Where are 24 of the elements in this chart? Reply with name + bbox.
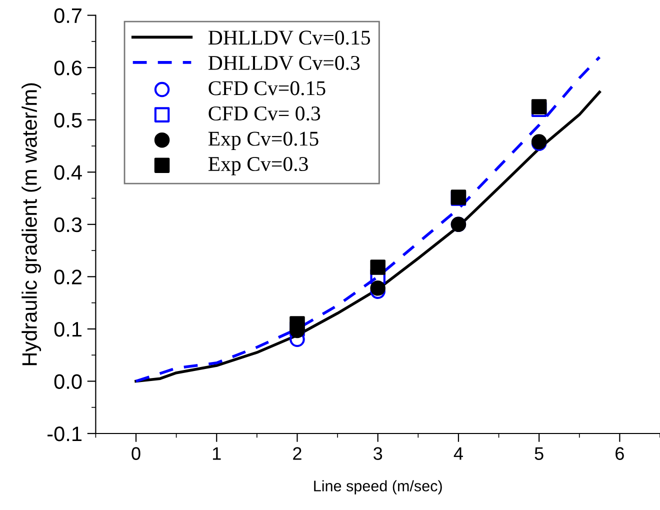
- y-tick-label: 0.0: [54, 374, 82, 389]
- legend-label: CFD Cv=0.15: [208, 81, 326, 96]
- legend-label: Exp Cv=0.3: [208, 156, 308, 176]
- y-tick-label: 0.7: [54, 8, 82, 24]
- x-tick-label: 2: [293, 447, 302, 460]
- y-tick-label: 0.3: [54, 217, 82, 232]
- y-tick-label: 0.1: [54, 322, 82, 337]
- y-tick-label: 0.5: [54, 112, 82, 128]
- legend-label: DHLLDV Cv=0.3: [208, 56, 360, 70]
- x-tick-label: 3: [374, 447, 382, 460]
- x-tick-label: 6: [616, 447, 624, 460]
- y-tick-label: 0.6: [54, 60, 82, 76]
- y-tick-label: -0.1: [48, 426, 82, 442]
- x-axis-title: Line speed (m/sec): [314, 480, 442, 494]
- legend-label: Exp Cv=0.15: [208, 132, 318, 150]
- legend-label: CFD Cv= 0.3: [208, 106, 320, 121]
- x-tick-label: 1: [212, 447, 221, 460]
- y-tick-label: 0.2: [54, 270, 82, 284]
- y-axis-title: Hydraulic gradient (m water/m): [22, 83, 42, 366]
- x-tick-label: 0: [132, 447, 140, 460]
- x-tick-label: 4: [454, 447, 463, 460]
- x-tick-label: 5: [534, 447, 544, 460]
- y-tick-label: 0.4: [54, 165, 82, 180]
- legend-label: DHLLDV Cv=0.15: [208, 30, 370, 45]
